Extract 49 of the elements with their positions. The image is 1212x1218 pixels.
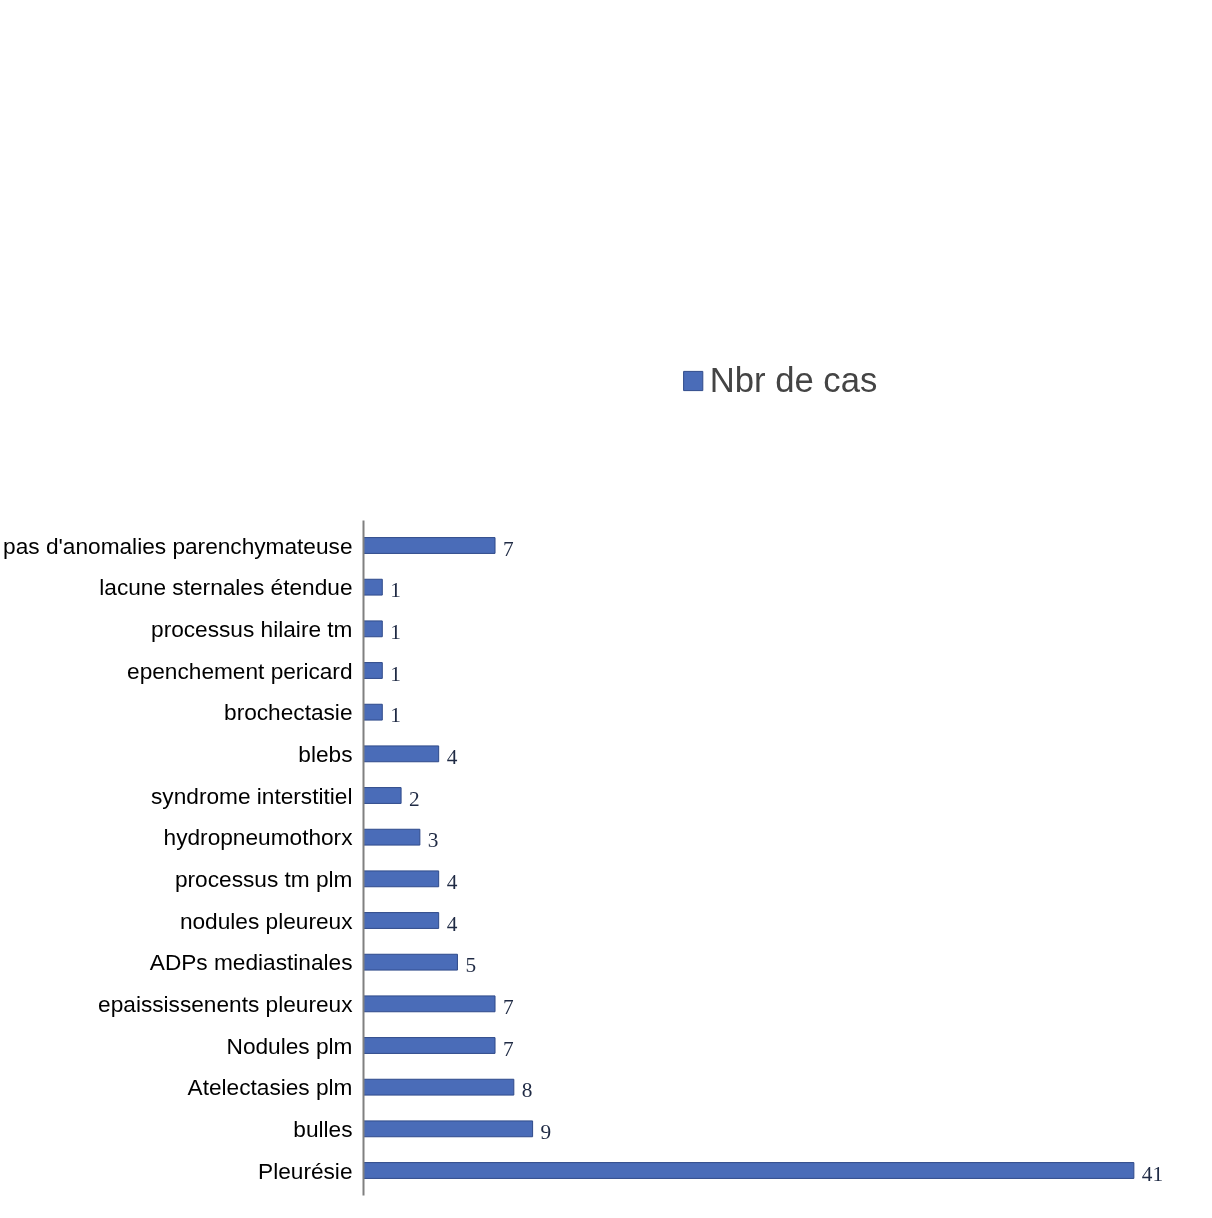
bar <box>363 537 496 554</box>
y-tick-label: syndrome interstitiel <box>151 782 353 809</box>
data-label: 9 <box>540 1119 552 1144</box>
data-label: 5 <box>465 953 477 978</box>
y-tick-label: processus hilaire tm <box>151 615 353 642</box>
bar <box>363 1078 515 1096</box>
y-tick-label: Pleurésie <box>258 1157 353 1184</box>
bar <box>363 912 440 929</box>
y-tick-label: pas d'anomalies parenchymateuse <box>3 532 353 559</box>
data-label: 3 <box>427 828 439 853</box>
y-tick-label: lacune sternales étendue <box>99 574 353 601</box>
bar <box>363 1162 1135 1179</box>
bar <box>363 578 383 596</box>
data-label: 4 <box>446 869 458 894</box>
data-label: 1 <box>390 578 401 603</box>
y-tick-label: processus tm plm <box>174 865 353 892</box>
data-label: 2 <box>409 786 420 811</box>
y-tick-label: ADPs mediastinales <box>149 949 353 976</box>
y-tick-label: bulles <box>293 1115 353 1142</box>
bar <box>363 745 440 763</box>
y-tick-label: nodules pleureux <box>179 907 354 934</box>
data-label: 1 <box>390 703 401 728</box>
y-tick-label: Atelectasies plm <box>187 1074 353 1101</box>
y-tick-label: epenchement pericard <box>127 657 353 684</box>
bar <box>363 995 496 1013</box>
data-label: 1 <box>390 619 401 644</box>
data-label: 7 <box>503 994 515 1019</box>
data-label: 7 <box>503 1036 515 1061</box>
data-label: 8 <box>521 1078 533 1103</box>
y-tick-label: hydropneumothorx <box>163 824 354 851</box>
data-label: 7 <box>503 536 515 561</box>
bar <box>363 1037 496 1054</box>
data-label: 1 <box>390 661 401 686</box>
data-label: 4 <box>446 744 458 769</box>
data-label: 4 <box>446 911 458 936</box>
bar <box>363 828 421 846</box>
bar <box>363 870 440 888</box>
bar <box>363 787 402 804</box>
data-label: 41 <box>1141 1161 1164 1186</box>
bar <box>363 1120 534 1138</box>
y-tick-label: epaississenents pleureux <box>98 990 354 1017</box>
bar <box>363 620 383 638</box>
y-tick-label: Nodules plm <box>226 1032 353 1059</box>
legend-label: Nbr de cas <box>709 360 878 400</box>
y-tick-label: blebs <box>298 740 353 767</box>
bar <box>363 953 458 971</box>
bar <box>363 703 383 721</box>
y-tick-label: brochectasie <box>224 699 353 726</box>
bar <box>363 662 383 679</box>
